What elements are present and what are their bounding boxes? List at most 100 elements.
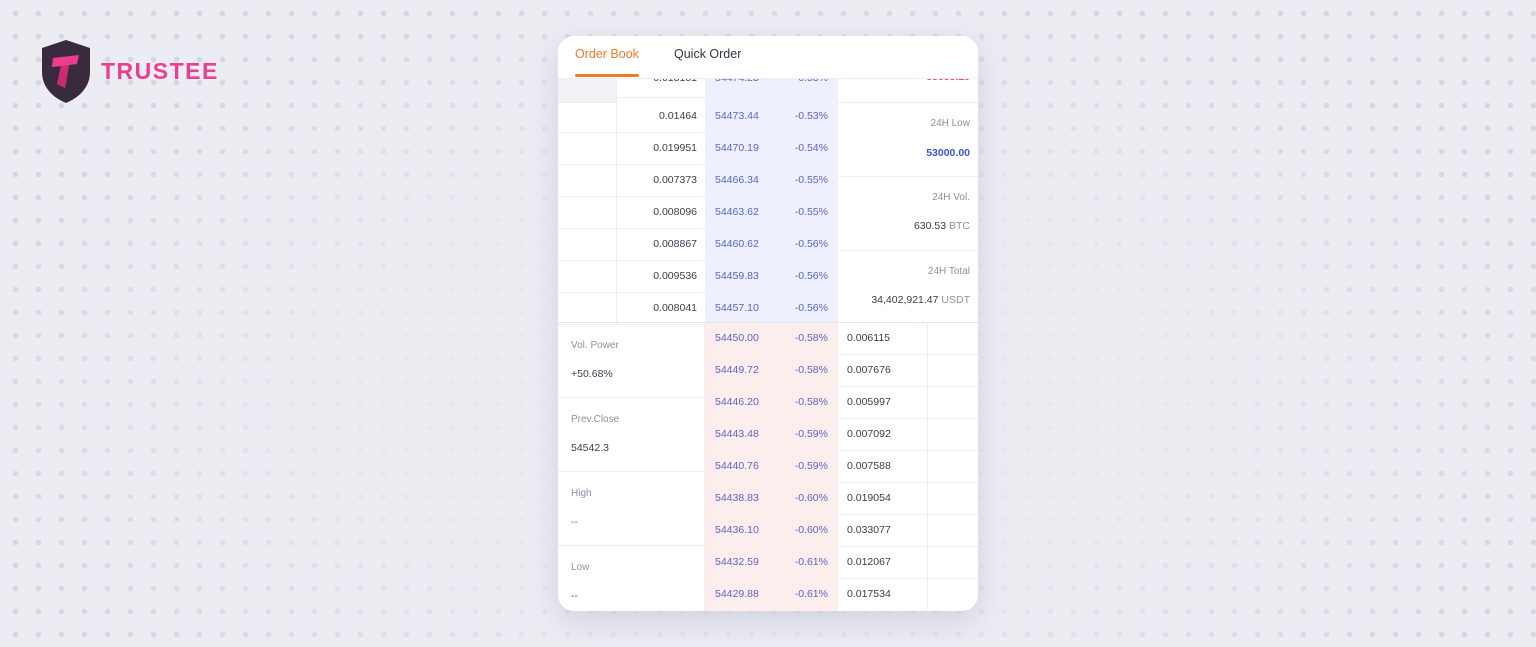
buy-change: -0.58%: [794, 332, 828, 344]
buy-qty: 0.033077: [847, 524, 891, 536]
buy-change: -0.60%: [794, 524, 828, 536]
sell-change: -0.56%: [794, 270, 828, 282]
brand-logo: TRUSTEE: [38, 38, 219, 104]
vol-24h-label: 24H Vol.: [932, 192, 970, 203]
buy-qty: 0.007676: [847, 364, 891, 376]
buy-qty: 0.012067: [847, 556, 891, 568]
buy-order-row[interactable]: 54438.83 -0.60% 0.019054: [558, 483, 978, 515]
buy-change: -0.58%: [794, 396, 828, 408]
sell-qty: 0.008041: [653, 302, 697, 314]
low-label: Low: [571, 562, 590, 573]
empty-cell: [927, 515, 978, 547]
high-label: High: [571, 488, 592, 499]
empty-cell: [558, 197, 617, 229]
sell-change: -0.56%: [794, 302, 828, 314]
sell-price: 54473.44: [715, 110, 759, 122]
sell-change: -0.55%: [794, 174, 828, 186]
sell-price: 54466.34: [715, 174, 759, 186]
stat-24h-total: 24H Total 34,402,921.47 USDT: [838, 250, 978, 323]
stat-24h-volume: 24H Vol. 630.53 BTC: [838, 176, 978, 251]
sell-order-row[interactable]: 0.01464 54473.44 -0.53%: [558, 101, 978, 133]
empty-cell: [927, 323, 978, 355]
sell-price: 54463.62: [715, 206, 759, 218]
empty-cell: [927, 387, 978, 419]
buy-price: 54443.48: [715, 428, 759, 440]
sell-qty: 0.008096: [653, 206, 697, 218]
empty-cell: [558, 133, 617, 165]
buy-order-row[interactable]: 54429.88 -0.61% 0.017534: [558, 579, 978, 611]
sell-change: -0.53%: [794, 110, 828, 122]
sell-qty: 0.019951: [653, 142, 697, 154]
buy-price: 54449.72: [715, 364, 759, 376]
sell-qty: 0.009536: [653, 270, 697, 282]
buy-price: 54429.88: [715, 588, 759, 600]
tab-bar: Order Book Quick Order: [558, 36, 978, 79]
sell-order-row[interactable]: 0.007373 54466.34 -0.55%: [558, 165, 978, 197]
buy-order-row[interactable]: 54436.10 -0.60% 0.033077: [558, 515, 978, 547]
buy-order-row[interactable]: 54443.48 -0.59% 0.007092: [558, 419, 978, 451]
order-book-content: 0.018181 54474.23-0.53% 0.01464 54473.44…: [558, 65, 978, 611]
sell-order-row[interactable]: 0.019951 54470.19 -0.54%: [558, 133, 978, 165]
buy-change: -0.59%: [794, 428, 828, 440]
sell-price: 54459.83: [715, 270, 759, 282]
buy-change: -0.60%: [794, 492, 828, 504]
prev-close-value: 54542.3: [571, 442, 609, 454]
empty-cell: [927, 579, 978, 610]
empty-cell: [558, 293, 617, 325]
sell-order-row[interactable]: 0.008867 54460.62 -0.56%: [558, 229, 978, 261]
empty-cell: [558, 261, 617, 293]
prev-close-label: Prev.Close: [571, 414, 620, 425]
buy-price: 54432.59: [715, 556, 759, 568]
sell-order-row[interactable]: 0.008096 54463.62 -0.55%: [558, 197, 978, 229]
tab-order-book[interactable]: Order Book: [575, 47, 639, 61]
high-block: High --: [558, 471, 705, 546]
buy-qty: 0.017534: [847, 588, 891, 600]
sell-qty: 0.008867: [653, 238, 697, 250]
empty-cell: [927, 355, 978, 387]
buy-qty: 0.005997: [847, 396, 891, 408]
order-book-panel: Order Book Quick Order 0.018181 54474.23…: [558, 36, 978, 611]
buy-change: -0.59%: [794, 460, 828, 472]
empty-cell: [558, 101, 617, 133]
empty-cell: [927, 451, 978, 483]
buy-change: -0.58%: [794, 364, 828, 376]
total-24h-label: 24H Total: [927, 266, 970, 277]
empty-cell: [558, 229, 617, 261]
high-value: --: [571, 516, 578, 528]
buy-price: 54436.10: [715, 524, 759, 536]
prev-close-block: Prev.Close 54542.3: [558, 397, 705, 472]
sell-change: -0.55%: [794, 206, 828, 218]
buy-price: 54440.76: [715, 460, 759, 472]
buy-price: 54438.83: [715, 492, 759, 504]
buy-change: -0.61%: [794, 588, 828, 600]
empty-cell: [927, 483, 978, 515]
buy-qty: 0.007588: [847, 460, 891, 472]
vol-power-value: +50.68%: [571, 368, 613, 380]
buy-qty: 0.019054: [847, 492, 891, 504]
buy-order-row[interactable]: 54450.00 -0.58% 0.006115: [558, 323, 978, 355]
buy-order-row[interactable]: 54440.76 -0.59% 0.007588: [558, 451, 978, 483]
buy-order-row[interactable]: 54446.20 -0.58% 0.005997: [558, 387, 978, 419]
buy-order-row[interactable]: 54449.72 -0.58% 0.007676: [558, 355, 978, 387]
buy-price: 54450.00: [715, 332, 759, 344]
vol-power-label: Vol. Power: [571, 340, 619, 351]
low-24h-label: 24H Low: [930, 118, 970, 129]
active-tab-indicator: [575, 74, 639, 77]
sell-qty: 0.01464: [659, 110, 697, 122]
low-value: --: [571, 590, 578, 602]
sell-price: 54457.10: [715, 302, 759, 314]
buy-qty: 0.007092: [847, 428, 891, 440]
tab-quick-order[interactable]: Quick Order: [674, 47, 742, 61]
sell-order-row[interactable]: 0.008041 54457.10 -0.56%: [558, 293, 978, 325]
vol-24h-value: 630.53 BTC: [913, 220, 970, 232]
empty-cell: [927, 419, 978, 451]
low-block: Low --: [558, 545, 705, 611]
stat-24h-low: 24H Low 53000.00: [838, 102, 978, 177]
buy-order-row[interactable]: 54432.59 -0.61% 0.012067: [558, 547, 978, 579]
total-24h-value: 34,402,921.47 USDT: [871, 294, 970, 306]
sell-order-row[interactable]: 0.009536 54459.83 -0.56%: [558, 261, 978, 293]
sell-price: 54470.19: [715, 142, 759, 154]
brand-name: TRUSTEE: [101, 57, 219, 84]
sell-qty: 0.007373: [653, 174, 697, 186]
empty-cell: [927, 547, 978, 579]
